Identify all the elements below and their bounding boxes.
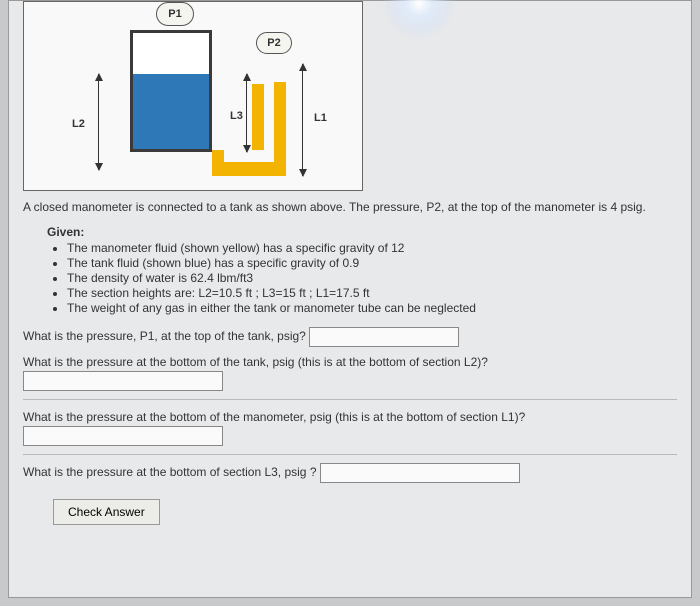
question-3: What is the pressure at the bottom of th… [23, 408, 677, 446]
question-4-text: What is the pressure at the bottom of se… [23, 465, 317, 479]
p1-label: P1 [156, 2, 194, 26]
manometer-right-leg [274, 82, 286, 176]
problem-page: P1 P2 L2 L3 L1 A closed manometer is con… [8, 0, 692, 598]
question-1: What is the pressure, P1, at the top of … [23, 327, 677, 347]
question-2-text: What is the pressure at the bottom of th… [23, 355, 488, 369]
answer-input-p1[interactable] [309, 327, 459, 347]
given-item: The manometer fluid (shown yellow) has a… [67, 241, 677, 255]
p2-label: P2 [256, 32, 292, 54]
l1-dimension-arrow [302, 64, 303, 176]
question-4: What is the pressure at the bottom of se… [23, 463, 677, 483]
manometer-rise [252, 84, 264, 150]
given-block: Given: The manometer fluid (shown yellow… [47, 225, 677, 315]
given-item: The weight of any gas in either the tank… [67, 301, 677, 315]
question-2: What is the pressure at the bottom of th… [23, 353, 677, 391]
answer-input-l3-bottom[interactable] [320, 463, 520, 483]
manometer-diagram: P1 P2 L2 L3 L1 [23, 1, 363, 191]
l1-label: L1 [314, 112, 327, 124]
given-item: The section heights are: L2=10.5 ft ; L3… [67, 286, 677, 300]
given-item: The tank fluid (shown blue) has a specif… [67, 256, 677, 270]
l2-dimension-arrow [98, 74, 99, 170]
question-3-text: What is the pressure at the bottom of th… [23, 410, 525, 424]
given-title: Given: [47, 225, 677, 239]
given-item: The density of water is 62.4 lbm/ft3 [67, 271, 677, 285]
answer-input-manometer-bottom[interactable] [23, 426, 223, 446]
screen-glare [379, 0, 459, 39]
tank [130, 30, 212, 152]
question-1-text: What is the pressure, P1, at the top of … [23, 329, 306, 343]
given-list: The manometer fluid (shown yellow) has a… [53, 241, 677, 315]
tank-fluid [133, 74, 209, 149]
separator [23, 454, 677, 455]
separator [23, 399, 677, 400]
l3-label: L3 [230, 110, 243, 122]
l2-label: L2 [72, 118, 85, 130]
check-answer-button[interactable]: Check Answer [53, 499, 160, 525]
problem-description: A closed manometer is connected to a tan… [23, 199, 677, 215]
l3-dimension-arrow [246, 74, 247, 152]
answer-input-tank-bottom[interactable] [23, 371, 223, 391]
